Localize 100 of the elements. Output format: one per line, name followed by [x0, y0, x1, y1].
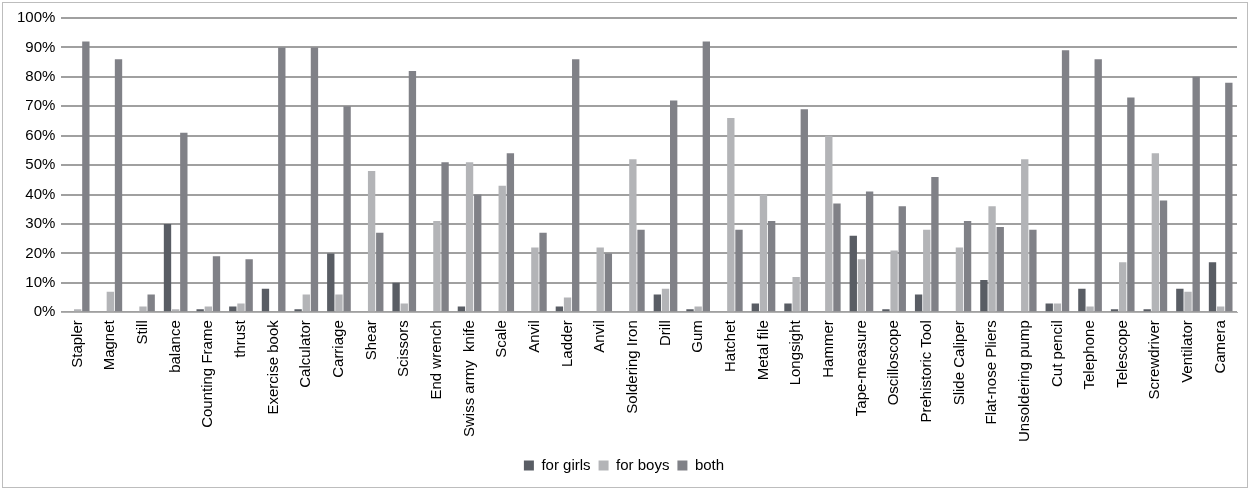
x-tick-label: Anvil: [590, 320, 608, 353]
bar: [180, 132, 188, 312]
x-tick-label: Still: [133, 320, 151, 345]
x-tick-label: Scissors: [394, 320, 412, 377]
bar: [441, 162, 449, 312]
x-tick-label: Hammer: [818, 320, 836, 378]
bar: [572, 59, 580, 312]
x-tick-label: Prehistoric Tool: [916, 320, 934, 423]
x-tick-label: Ventilator: [1178, 320, 1196, 383]
bar: [865, 191, 874, 312]
bar: [1225, 82, 1233, 312]
bar: [963, 221, 972, 312]
x-tick-label: Longsight: [786, 319, 804, 386]
x-tick-label: Counting Frame: [198, 320, 216, 428]
y-tick-label: 60%: [25, 125, 56, 143]
bar: [212, 256, 221, 312]
bar: [474, 194, 482, 312]
bar: [408, 70, 417, 312]
x-tick-label: Swiss army knife: [459, 320, 477, 437]
bar: [506, 153, 515, 312]
bar: [914, 294, 923, 312]
bar: [1127, 97, 1135, 312]
y-tick-label: 10%: [25, 272, 56, 290]
bar: [784, 303, 792, 312]
x-tick-label: Gum: [688, 320, 706, 353]
bar: [898, 206, 906, 312]
bar: [163, 223, 172, 312]
legend-label: for girls: [541, 455, 591, 473]
y-tick-label: 90%: [25, 37, 56, 55]
x-tick-label: Flat-nose Pliers: [982, 320, 1000, 425]
x-tick-label: End wrench: [427, 320, 445, 400]
x-tick-label: Scale: [492, 320, 510, 358]
y-tick-label: 40%: [25, 184, 56, 202]
x-tick-label: Carriage: [329, 320, 347, 378]
bar: [82, 41, 90, 312]
x-tick-label: Magnet: [100, 319, 118, 371]
x-tick-label: Tape-measure: [851, 320, 869, 417]
bar: [245, 259, 253, 312]
bar: [1159, 200, 1168, 312]
x-tick-label: Exercise book: [263, 319, 281, 415]
bar: [1045, 303, 1053, 312]
bar: [539, 232, 547, 312]
y-tick-label: 30%: [25, 214, 56, 232]
x-tick-label: Oscilloscope: [884, 320, 902, 406]
x-tick-label: Ladder: [557, 320, 575, 367]
x-tick-label: Screwdriver: [1145, 320, 1163, 400]
legend-label: for boys: [616, 455, 670, 473]
bar: [1078, 288, 1086, 312]
x-tick-label: Calculator: [296, 320, 314, 388]
bar: [670, 100, 678, 312]
bar: [751, 303, 759, 312]
x-tick-label: Metal file: [753, 320, 771, 381]
bar: [114, 59, 123, 312]
x-tick-label: Hatchet: [720, 319, 738, 372]
x-tick-label: Anvil: [525, 320, 543, 353]
bar: [1176, 288, 1184, 312]
bar: [278, 47, 286, 312]
bar: [604, 253, 613, 312]
bar: [1192, 76, 1200, 312]
x-tick-label: Cut pencil: [1047, 320, 1065, 387]
y-tick-label: 50%: [25, 155, 56, 173]
x-tick-label: Stapler: [67, 320, 85, 368]
y-tick-label: 20%: [25, 243, 56, 261]
x-tick-label: Unsoldering pump: [1014, 320, 1032, 443]
bar: [996, 226, 1004, 312]
y-tick-label: 0%: [33, 302, 56, 320]
bar: [833, 203, 841, 312]
bar: [735, 229, 743, 312]
bar: [1208, 262, 1217, 312]
bar: [327, 253, 335, 312]
bar: [767, 221, 776, 312]
bar: [310, 47, 319, 312]
bar: [1061, 50, 1070, 312]
bar: [229, 306, 237, 312]
bar: [653, 294, 662, 312]
y-tick-label: 80%: [25, 66, 56, 84]
bar: [261, 288, 270, 312]
x-tick-label: Soldering Iron: [622, 320, 640, 414]
x-tick-label: Slide Caliper: [949, 320, 967, 406]
bar: [376, 232, 384, 312]
bar: [457, 306, 466, 312]
bar: [392, 282, 400, 312]
bar: [702, 41, 711, 312]
x-tick-label: balance: [165, 320, 183, 373]
x-tick-label: thrust: [231, 319, 249, 358]
bar: [555, 306, 564, 312]
y-tick-label: 70%: [25, 96, 56, 114]
bar: [1094, 59, 1102, 312]
x-tick-label: Shear: [361, 320, 379, 361]
bar: [147, 294, 155, 312]
x-tick-label: Camera: [1210, 319, 1228, 374]
x-tick-label: Drill: [655, 320, 673, 347]
bar: [343, 106, 351, 312]
bar: [800, 109, 808, 312]
bar: [1029, 229, 1037, 312]
x-tick-label: Telescope: [1112, 320, 1130, 388]
legend-label: both: [694, 455, 725, 473]
bar: [637, 229, 645, 312]
x-tick-label: Telephone: [1080, 320, 1098, 390]
y-tick-label: 100%: [16, 8, 56, 26]
